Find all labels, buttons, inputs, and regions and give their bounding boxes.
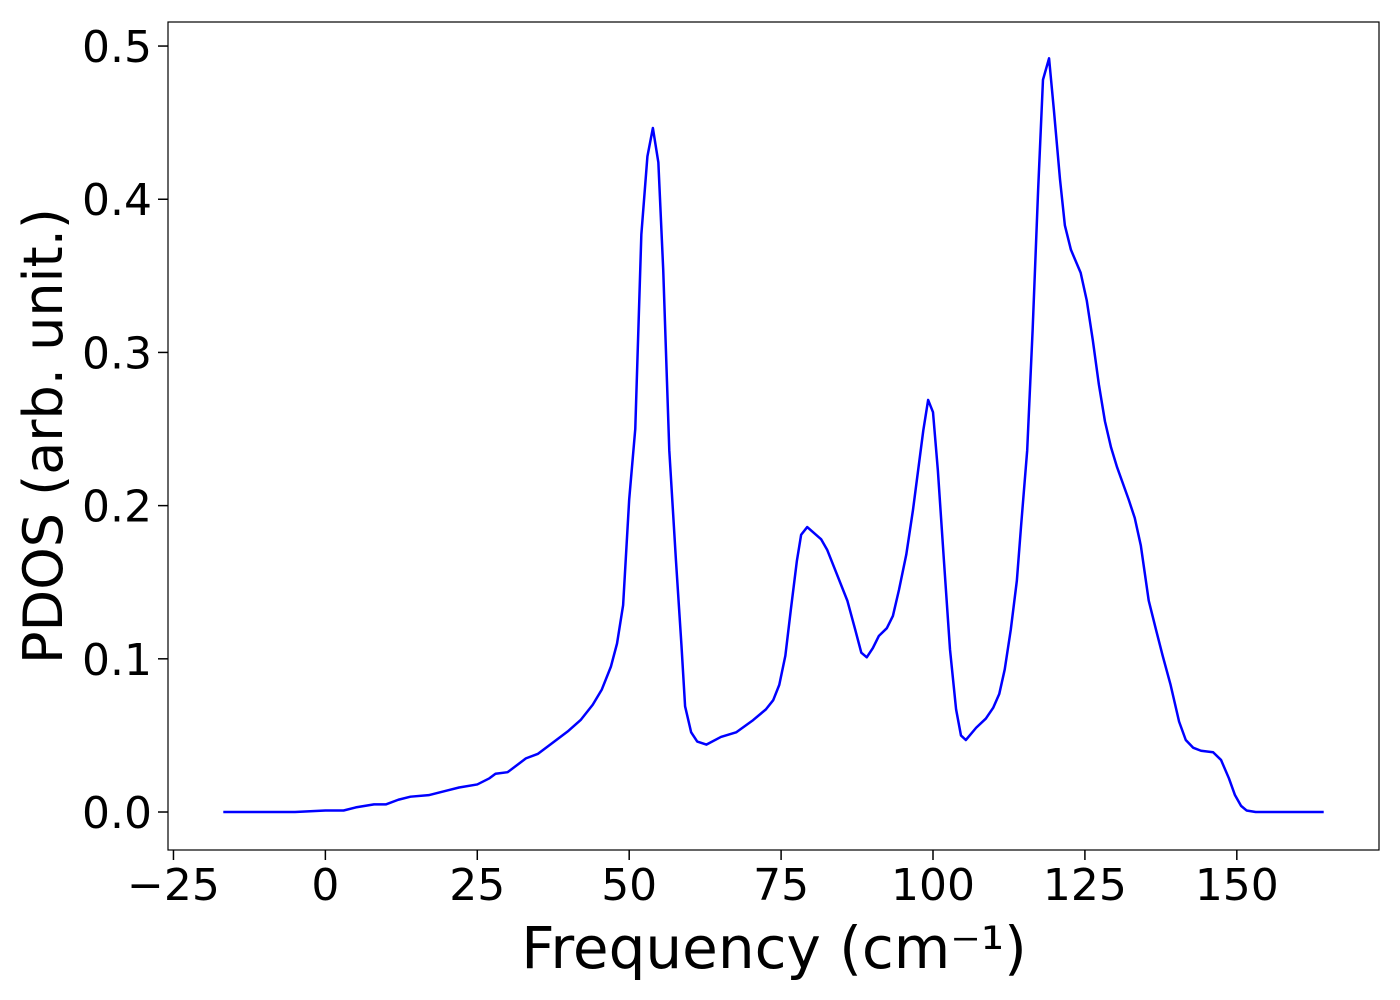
y-tick-label: 0.5 [82, 22, 152, 73]
x-axis-label: Frequency (cm⁻¹) [521, 914, 1027, 982]
plot-frame [167, 21, 1380, 851]
x-tick-label: 25 [449, 860, 505, 911]
x-tick-label: 75 [753, 860, 809, 911]
y-tick-label: 0.2 [82, 482, 152, 533]
x-tick-label: 125 [1043, 860, 1127, 911]
x-tick-label: 100 [891, 860, 975, 911]
y-axis-label: PDOS (arb. unit.) [12, 208, 75, 664]
data-line [223, 57, 1324, 814]
y-tick-label: 0.4 [82, 175, 152, 226]
x-tick-label: 150 [1195, 860, 1279, 911]
y-tick-label: 0.3 [82, 328, 152, 379]
x-tick-label: 0 [311, 860, 339, 911]
x-tick-label: 50 [601, 860, 657, 911]
x-tick-label: −25 [127, 860, 220, 911]
y-tick-label: 0.0 [82, 788, 152, 839]
y-tick-label: 0.1 [82, 635, 152, 686]
